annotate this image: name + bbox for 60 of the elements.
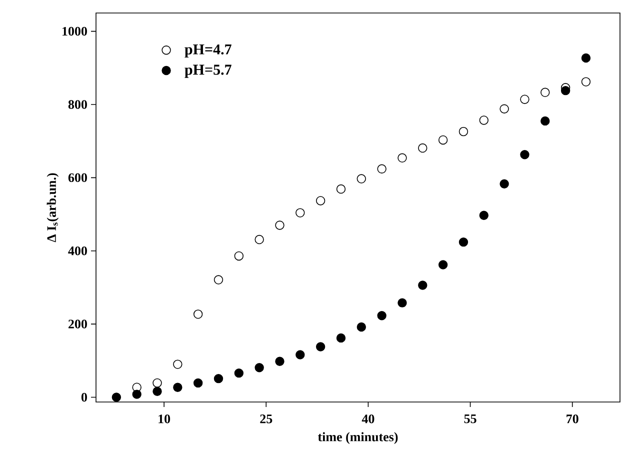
point [438,135,448,145]
x-tick-label: 55 [464,414,476,424]
point [254,234,264,244]
point [398,298,407,308]
point [581,53,591,63]
y-axis-title: Δ I$_{s}$(arb.un.) [46,173,59,242]
y-tick-label: 0 [81,392,87,402]
point [336,333,346,343]
point [234,368,244,378]
point [377,164,386,174]
point [336,184,346,194]
point [112,392,122,402]
point [540,116,550,126]
point [214,275,224,284]
point [173,360,182,369]
x-tick-label: 10 [158,414,170,424]
point [193,378,203,388]
point [458,237,468,247]
legend-label: pH=4.7 [184,44,232,58]
point [479,116,488,125]
y-tick-label: 400 [68,246,87,256]
point [275,220,284,230]
point [581,77,591,86]
point [316,196,326,206]
point [458,126,468,136]
point [234,251,244,261]
point [500,104,509,114]
point [418,280,428,290]
point [316,342,326,352]
x-axis-title: time (minutes) [318,432,398,444]
y-tick-label: 600 [68,173,87,182]
x-tick-label: 70 [566,414,578,424]
y-tick-label: 800 [68,100,87,109]
point [438,260,448,270]
x-tick-label: 40 [362,414,374,424]
point [214,374,224,384]
point [560,86,570,96]
point [356,174,366,184]
point [540,88,550,98]
point [479,210,488,220]
point [193,310,203,319]
point [152,386,162,396]
y-tick-label: 1000 [62,26,87,36]
y-tick-label: 200 [68,320,87,328]
point [132,390,142,399]
legend-label: pH=5.7 [184,64,232,78]
point [377,311,386,320]
point [418,143,428,153]
point [173,382,182,392]
point [152,378,162,388]
point [500,179,509,188]
point [296,208,305,218]
point [296,350,305,360]
point [275,356,284,366]
point [398,153,407,163]
x-tick-label: 25 [260,414,272,424]
point [356,322,366,332]
point [520,150,530,160]
point [520,94,530,104]
point [254,362,264,372]
